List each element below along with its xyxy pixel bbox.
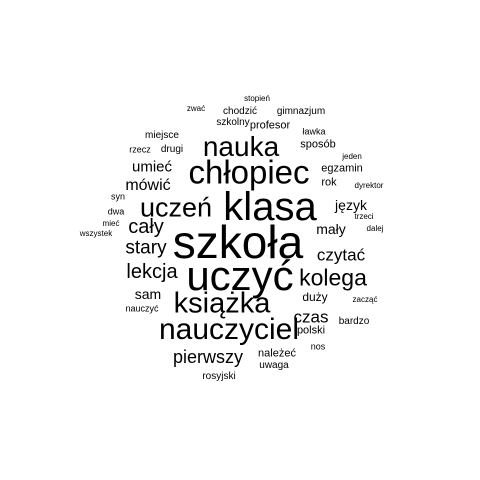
word-caly: cały [128,216,164,238]
word-syn: syn [110,191,126,202]
word-dwa: dwa [107,206,125,217]
word-uczen: uczeń [139,192,213,223]
word-nalezec: należeć [258,347,296,360]
word-nos: nos [310,341,326,352]
word-zaczac: zacząć [352,295,378,304]
word-wszystek: wszystek [79,229,113,238]
word-szkolny: szkolny [216,117,250,128]
word-polski: polski [296,324,326,337]
word-czytac: czytać [316,245,366,265]
word-jeden: jeden [342,152,362,161]
word-mowic: mówić [125,177,171,194]
word-dalej: dalej [366,224,384,233]
word-sam: sam [134,286,162,302]
word-chlopiec: chłopiec [188,153,310,191]
word-trzeci: trzeci [354,212,374,221]
word-szkola: szkoła [172,216,304,268]
word-uczyc: uczyć [186,252,294,299]
word-gimnazjum: gimnazjum [276,106,326,117]
word-egzamin: egzamin [321,162,363,175]
word-zwac: zwać [186,104,206,113]
word-klasa: klasa [223,185,317,229]
word-ksiazka: książka [173,287,271,320]
word-rosyjski: rosyjski [202,371,236,382]
word-umiec: umieć [131,158,173,176]
word-nauczyciel: nauczyciel [158,313,300,346]
word-rzecz: rzecz [129,144,151,155]
word-sposob: sposób [300,138,336,151]
word-miec: mieć [102,219,120,228]
word-rok: rok [321,176,337,189]
word-jezyk: język [335,197,367,213]
word-lekcja: lekcja [126,261,178,283]
word-stopien: stopień [244,94,270,103]
word-uwaga: uwaga [259,360,289,371]
word-czas: czas [293,307,329,327]
word-drugi: drugi [160,144,184,155]
word-kolega: kolega [299,264,367,291]
word-maly: mały [316,221,346,237]
word-nauczyc: nauczyć [125,303,159,314]
word-duzy: duży [302,290,328,304]
word-pierwszy: pierwszy [172,347,244,367]
word-chodzic: chodzić [223,106,257,117]
word-bardzo: bardzo [338,316,370,327]
word-miejsce: miejsce [145,130,179,141]
word-lawka: ławka [302,126,326,137]
word-stary: stary [125,237,167,259]
word-profesor: profesor [249,119,291,132]
word-nauka: nauka [202,131,280,162]
word-dyrektor: dyrektor [354,181,384,190]
